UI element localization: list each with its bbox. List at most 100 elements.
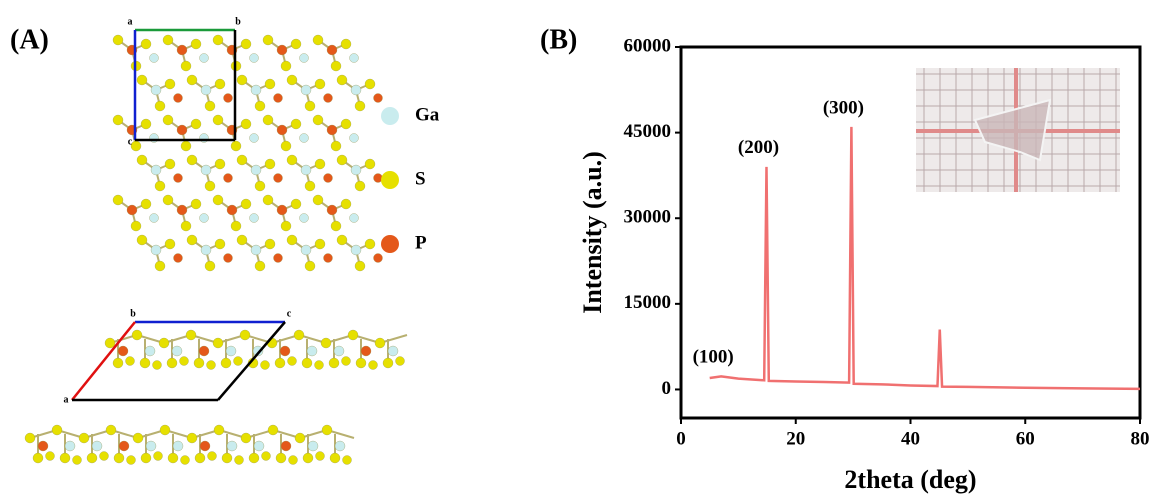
atom: [312, 114, 324, 126]
x-tick-label: 40: [901, 428, 920, 449]
atom: [190, 38, 202, 50]
atom: [252, 345, 264, 357]
peak-annotation: (300): [823, 97, 864, 118]
legend-swatch: [381, 107, 399, 125]
atom: [166, 357, 178, 369]
atom: [37, 440, 49, 452]
atom: [186, 154, 198, 166]
atom: [223, 253, 233, 263]
atom: [374, 337, 386, 349]
atom: [200, 244, 212, 256]
atom: [306, 345, 318, 357]
atom: [276, 124, 288, 136]
atom: [254, 260, 266, 272]
atom: [206, 360, 216, 370]
atom: [126, 204, 138, 216]
atom: [145, 440, 157, 452]
cell-label: b: [130, 308, 136, 319]
legend-swatch: [381, 171, 399, 189]
atom: [150, 164, 162, 176]
atom: [167, 452, 179, 464]
atom: [262, 114, 274, 126]
atom: [299, 53, 309, 63]
atom: [330, 220, 342, 232]
atom: [286, 74, 298, 86]
atom: [24, 432, 36, 444]
atom: [321, 424, 333, 436]
legend-label: P: [415, 232, 427, 253]
atom: [59, 452, 71, 464]
atom: [273, 93, 283, 103]
atom: [112, 357, 124, 369]
atom: [364, 238, 376, 250]
atom: [326, 124, 338, 136]
atom: [180, 455, 190, 465]
atom: [236, 234, 248, 246]
atom: [150, 84, 162, 96]
atom: [212, 34, 224, 46]
data-line: [709, 126, 1141, 391]
y-tick-label: 0: [662, 378, 672, 399]
atom: [276, 44, 288, 56]
atom: [158, 337, 170, 349]
peak-annotation: (200): [738, 137, 779, 158]
atom: [240, 198, 252, 210]
atom: [172, 440, 184, 452]
atom: [136, 154, 148, 166]
atom: [364, 78, 376, 90]
atom: [99, 451, 109, 461]
atom: [342, 455, 352, 465]
atom: [301, 357, 313, 369]
atom: [274, 357, 286, 369]
x-tick-label: 0: [676, 428, 686, 449]
atom: [199, 53, 209, 63]
atom: [294, 432, 306, 444]
atom: [262, 34, 274, 46]
atom: [314, 78, 326, 90]
atom: [139, 357, 151, 369]
atom: [249, 53, 259, 63]
atom: [86, 452, 98, 464]
unit-cell-edge: [217, 321, 286, 401]
atom: [290, 198, 302, 210]
cell-label: b: [235, 16, 241, 27]
atom: [286, 154, 298, 166]
atom: [323, 93, 333, 103]
atom: [117, 345, 129, 357]
atom: [334, 440, 346, 452]
atom: [273, 253, 283, 263]
atom: [144, 345, 156, 357]
atom: [112, 34, 124, 46]
cell-label: a: [128, 16, 133, 27]
atom: [314, 158, 326, 170]
atom: [149, 213, 159, 223]
atom: [280, 440, 292, 452]
atom: [176, 44, 188, 56]
inset-photo: [916, 68, 1120, 192]
atom: [250, 164, 262, 176]
atom: [279, 345, 291, 357]
atom: [51, 424, 63, 436]
atom: [250, 84, 262, 96]
atom: [336, 234, 348, 246]
atom: [164, 158, 176, 170]
atom: [354, 100, 366, 112]
atom: [180, 140, 192, 152]
atom: [290, 118, 302, 130]
atom: [214, 78, 226, 90]
y-tick-label: 30000: [624, 207, 672, 228]
atom: [299, 133, 309, 143]
atom: [254, 180, 266, 192]
atom: [340, 118, 352, 130]
atom: [373, 93, 383, 103]
atom: [200, 164, 212, 176]
atom: [140, 38, 152, 50]
atom: [328, 357, 340, 369]
cell-label: c: [287, 308, 292, 319]
atom: [112, 194, 124, 206]
atom: [190, 118, 202, 130]
atom: [186, 234, 198, 246]
atom: [264, 238, 276, 250]
atom: [180, 220, 192, 232]
